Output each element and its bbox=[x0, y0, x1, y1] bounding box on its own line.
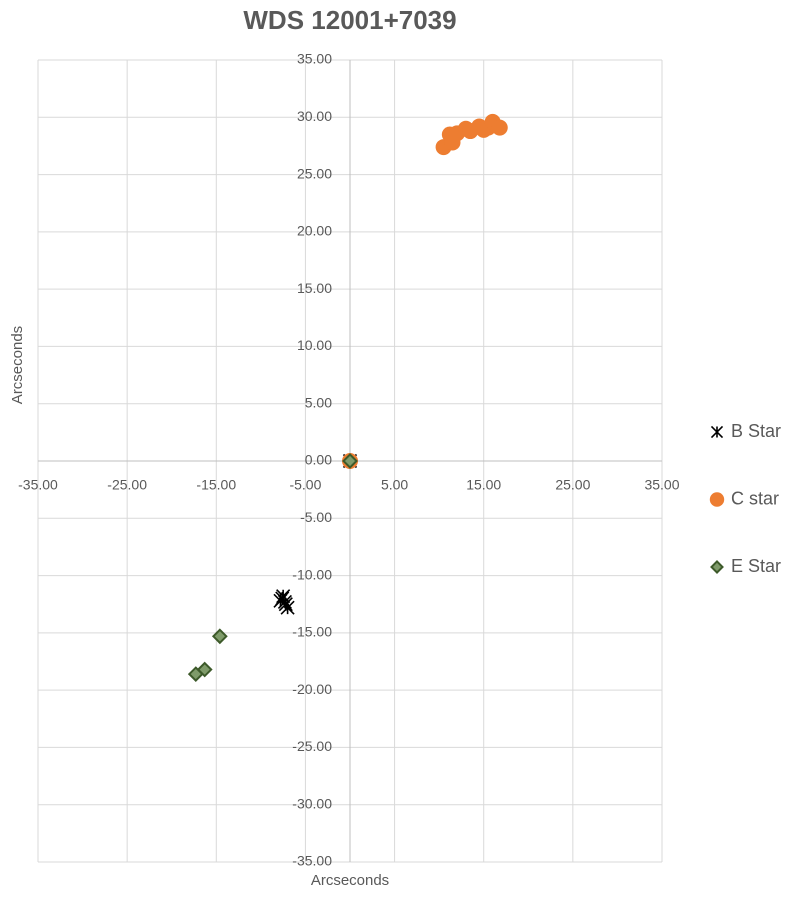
y-tick-label: -15.00 bbox=[292, 624, 332, 640]
x-tick-label: -15.00 bbox=[196, 477, 236, 493]
y-tick-label: 5.00 bbox=[305, 394, 332, 410]
y-tick-label: 30.00 bbox=[297, 108, 332, 124]
point bbox=[187, 666, 204, 683]
legend-marker bbox=[710, 560, 724, 574]
y-tick-label: 0.00 bbox=[305, 452, 332, 468]
point bbox=[491, 119, 508, 136]
y-tick-label: -25.00 bbox=[292, 738, 332, 754]
x-tick-label: -5.00 bbox=[289, 477, 321, 493]
x-tick-label: -35.00 bbox=[18, 477, 58, 493]
legend-label: B Star bbox=[731, 421, 781, 441]
point bbox=[211, 628, 228, 645]
point bbox=[277, 594, 292, 609]
y-axis-title: Arcseconds bbox=[9, 326, 26, 404]
x-tick-label: 15.00 bbox=[466, 477, 501, 493]
legend-label: E Star bbox=[731, 556, 781, 576]
x-tick-label: -25.00 bbox=[107, 477, 147, 493]
y-tick-label: 35.00 bbox=[297, 51, 332, 67]
point bbox=[342, 453, 358, 469]
y-tick-label: 15.00 bbox=[297, 280, 332, 296]
y-tick-label: -5.00 bbox=[300, 509, 332, 525]
x-tick-label: 35.00 bbox=[644, 477, 679, 493]
point bbox=[196, 661, 213, 678]
legend-marker bbox=[709, 492, 725, 507]
y-tick-label: 20.00 bbox=[297, 223, 332, 239]
y-tick-label: 25.00 bbox=[297, 165, 332, 181]
y-tick-label: -10.00 bbox=[292, 566, 332, 582]
chart-title: WDS 12001+7039 bbox=[243, 5, 456, 35]
y-tick-label: -30.00 bbox=[292, 795, 332, 811]
y-tick-label: 10.00 bbox=[297, 337, 332, 353]
legend-label: C star bbox=[731, 488, 779, 508]
x-axis-title: Arcseconds bbox=[311, 872, 389, 889]
legend-marker bbox=[710, 425, 724, 439]
y-tick-label: -20.00 bbox=[292, 681, 332, 697]
x-tick-label: 25.00 bbox=[555, 477, 590, 493]
y-tick-label: -35.00 bbox=[292, 853, 332, 869]
x-tick-label: 5.00 bbox=[381, 477, 408, 493]
